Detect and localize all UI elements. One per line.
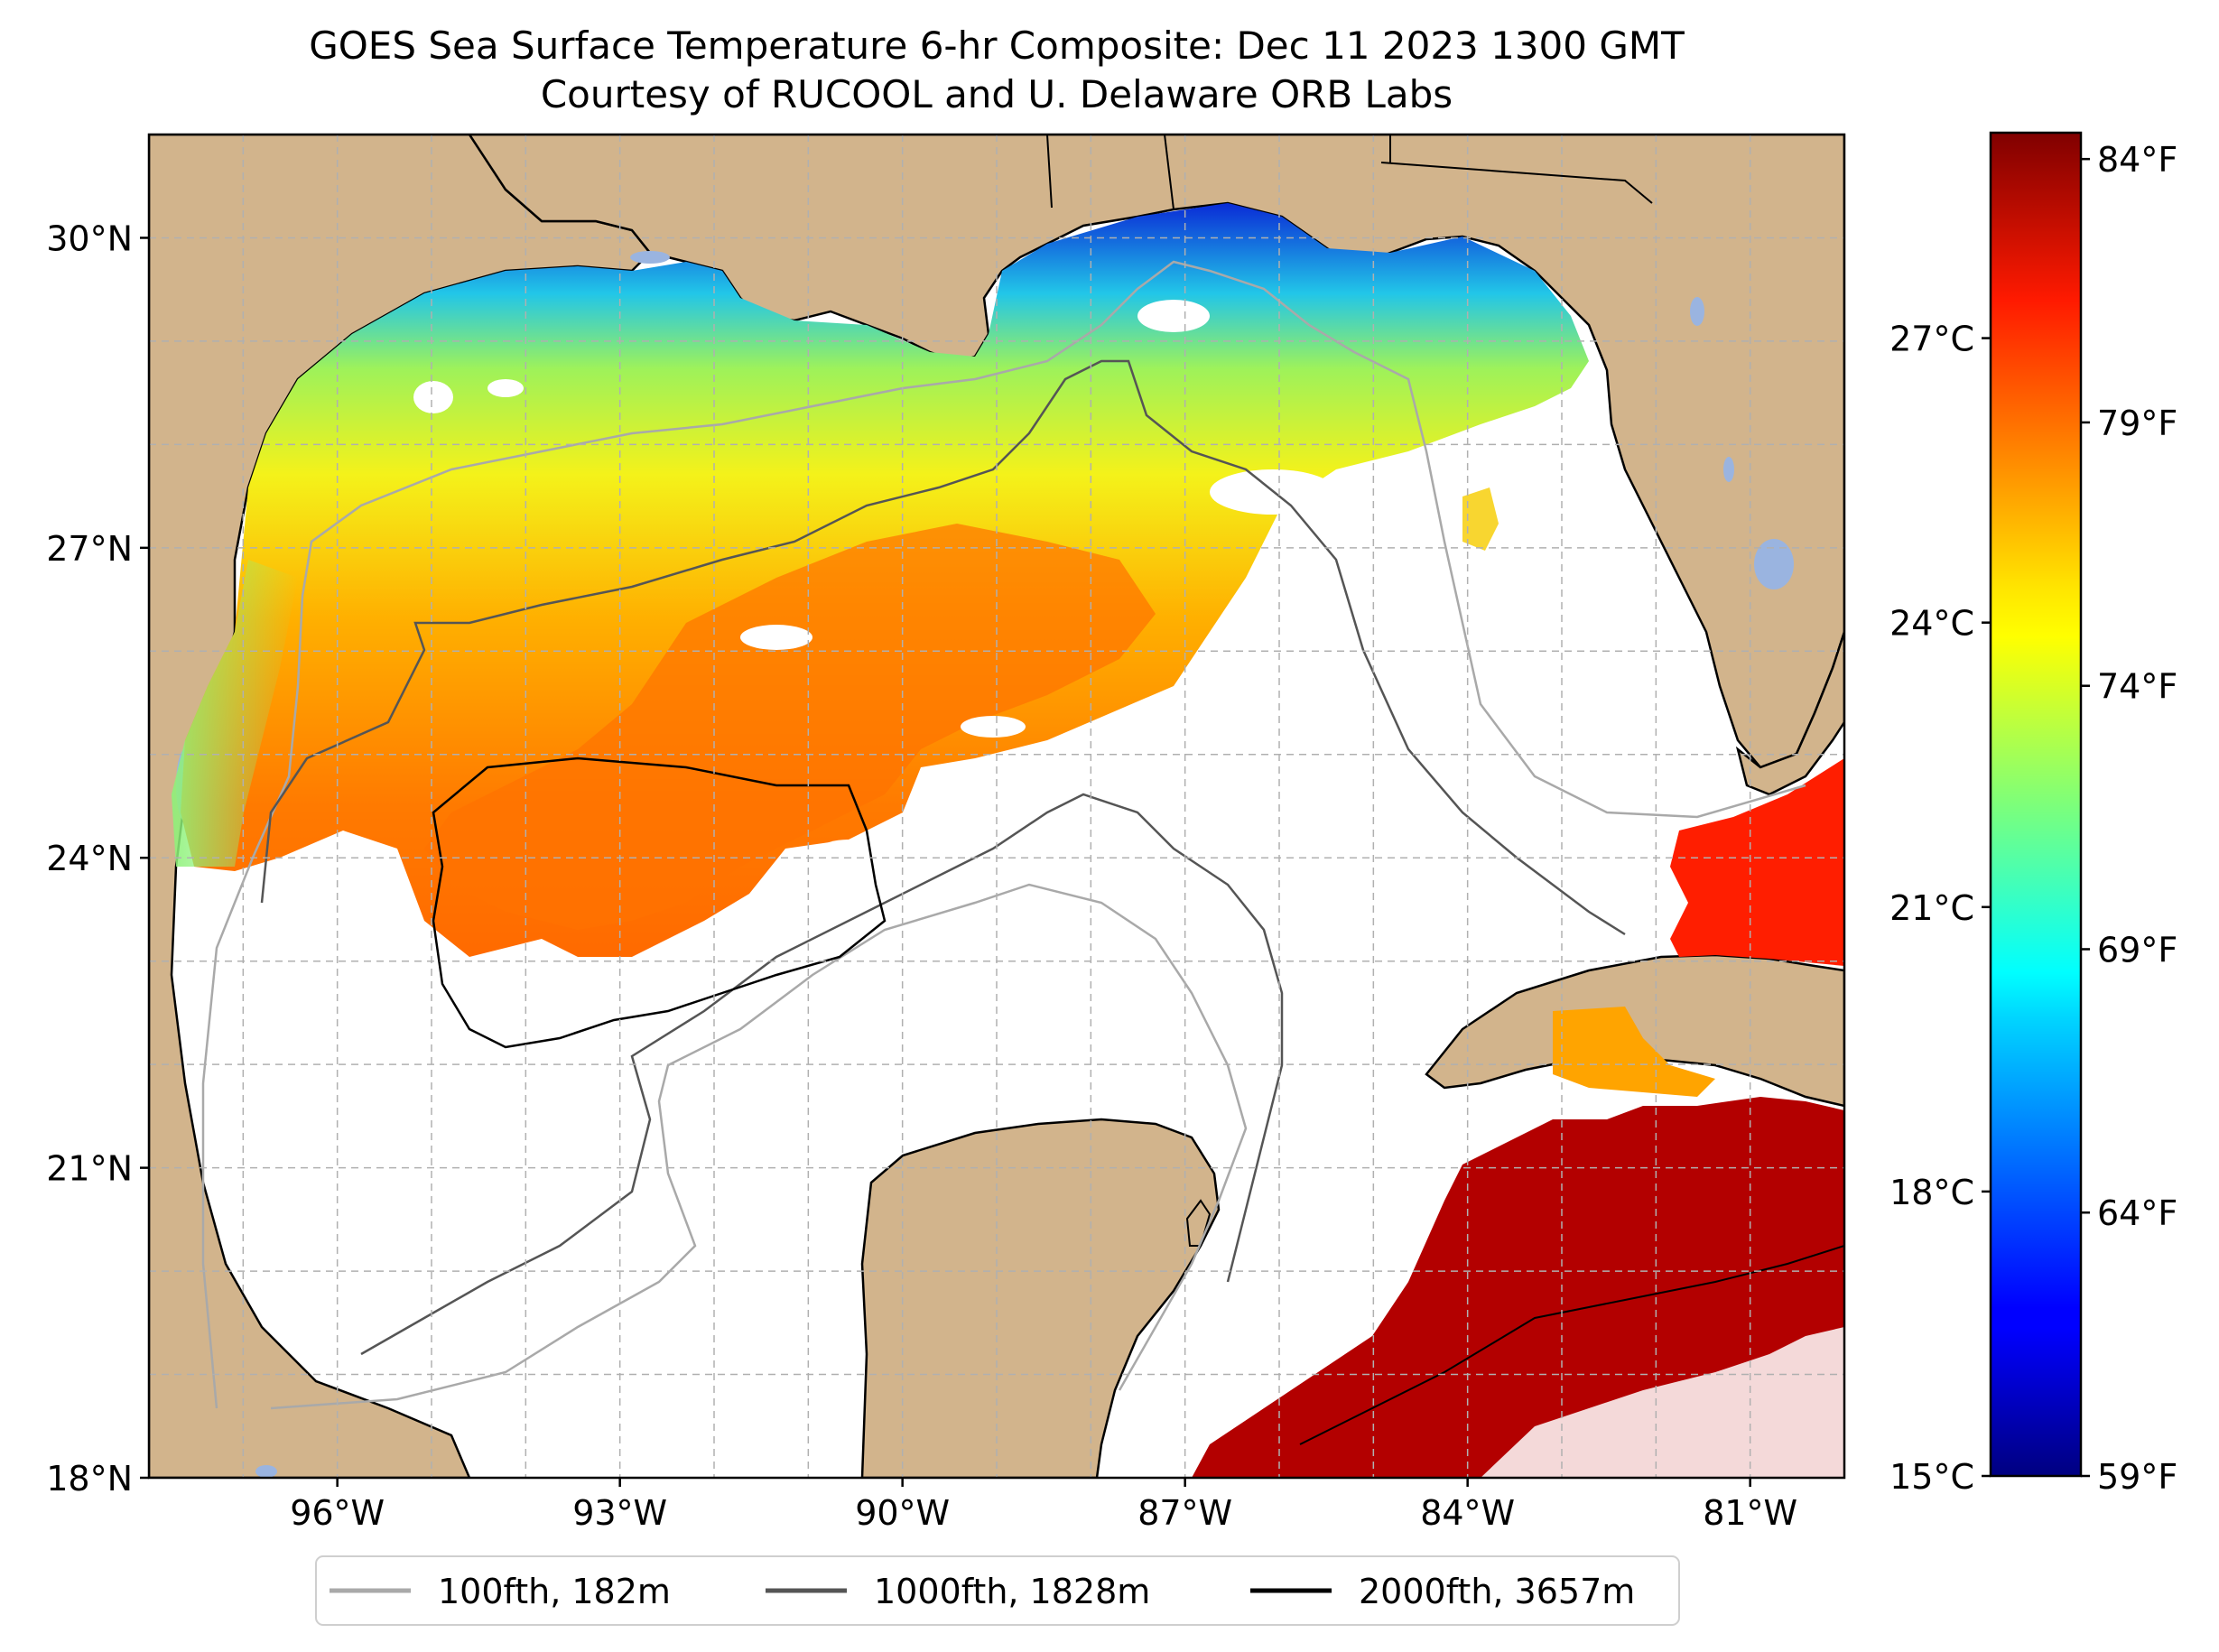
fahrenheit-tick-label: 59°F: [2097, 1457, 2177, 1497]
contour-2000fth-caribbean: [1299, 1245, 1844, 1445]
land-florida-south: [1735, 631, 1844, 796]
lon-tick-label: 84°W: [1420, 1493, 1515, 1533]
celsius-tick-label: 15°C: [1889, 1457, 1974, 1497]
latitude-axis: 18°N 21°N 24°N 27°N 30°N: [46, 218, 149, 1499]
lon-tick-label: 87°W: [1137, 1493, 1232, 1533]
celsius-tick-label: 18°C: [1889, 1173, 1974, 1212]
colorbar-celsius-ticks: 15°C 18°C 21°C 24°C 27°C: [1889, 320, 1991, 1497]
legend-label-2000fth: 2000fth, 3657m: [1359, 1572, 1635, 1611]
fahrenheit-tick-label: 79°F: [2097, 404, 2177, 443]
contour-legend: 100fth, 182m 1000fth, 1828m 2000fth, 365…: [315, 1555, 1680, 1626]
contour-1000fth-south: [360, 793, 1284, 1356]
contour-100fth: [201, 260, 1806, 1409]
lon-tick-label: 96°W: [290, 1493, 385, 1533]
lon-tick-label: 90°W: [855, 1493, 950, 1533]
lake-sabine: [630, 251, 670, 264]
fahrenheit-tick-label: 84°F: [2097, 140, 2177, 180]
legend-label-100fth: 100fth, 182m: [438, 1572, 671, 1611]
lat-tick-label: 18°N: [46, 1459, 133, 1499]
map-subtitle: Courtesy of RUCOOL and U. Delaware ORB L…: [540, 72, 1453, 116]
contour-2000fth: [432, 756, 887, 1049]
fahrenheit-tick-label: 74°F: [2097, 667, 2177, 707]
legend-box: [315, 1555, 1680, 1626]
map-frame: [147, 133, 1846, 1480]
sst-data-florida-shelf: [1462, 487, 1499, 551]
lake-okeechobee: [1754, 539, 1794, 589]
contour-1000fth: [260, 359, 1626, 936]
celsius-tick-label: 27°C: [1889, 320, 1974, 359]
state-border-lines: [1046, 135, 1653, 210]
legend-label-1000fth: 1000fth, 1828m: [874, 1572, 1150, 1611]
sst-data-cuba-lagoon: [1553, 1007, 1715, 1097]
sst-data-central-warm: [424, 524, 1156, 930]
gridlines: [149, 135, 1844, 1478]
colorbar-gradient: [1989, 131, 2083, 1478]
longitude-axis: 96°W 93°W 90°W 87°W 84°W 81°W: [290, 1478, 1797, 1533]
sst-data-caribbean-gap: [1481, 1327, 1844, 1478]
colorbar: 15°C 18°C 21°C 24°C 27°C 59°F 64°F 69°F 74°F 79°…: [1889, 131, 2177, 1497]
sst-data-florida-straits: [1670, 758, 1844, 966]
land-yucatan: [860, 1118, 1221, 1478]
lat-tick-label: 24°N: [46, 839, 133, 878]
lon-tick-label: 81°W: [1703, 1493, 1797, 1533]
map-title: GOES Sea Surface Temperature 6-hr Compos…: [309, 23, 1685, 68]
lake-mexico: [255, 1465, 277, 1478]
celsius-tick-label: 21°C: [1889, 888, 1974, 928]
fahrenheit-tick-label: 64°F: [2097, 1193, 2177, 1233]
celsius-tick-label: 24°C: [1889, 604, 1974, 644]
contour-100fth-south: [270, 883, 1248, 1410]
sst-data-western-shelf: [172, 560, 298, 867]
colorbar-fahrenheit-ticks: 59°F 64°F 69°F 74°F 79°F 84°F: [2081, 140, 2177, 1497]
lat-tick-label: 27°N: [46, 529, 133, 569]
fahrenheit-tick-label: 69°F: [2097, 930, 2177, 970]
lake-central-florida: [1723, 457, 1734, 482]
map-area: [149, 135, 1844, 1478]
lat-tick-label: 30°N: [46, 218, 133, 258]
lon-tick-label: 93°W: [572, 1493, 667, 1533]
lake-north-florida: [1690, 297, 1704, 326]
lat-tick-label: 21°N: [46, 1149, 133, 1189]
